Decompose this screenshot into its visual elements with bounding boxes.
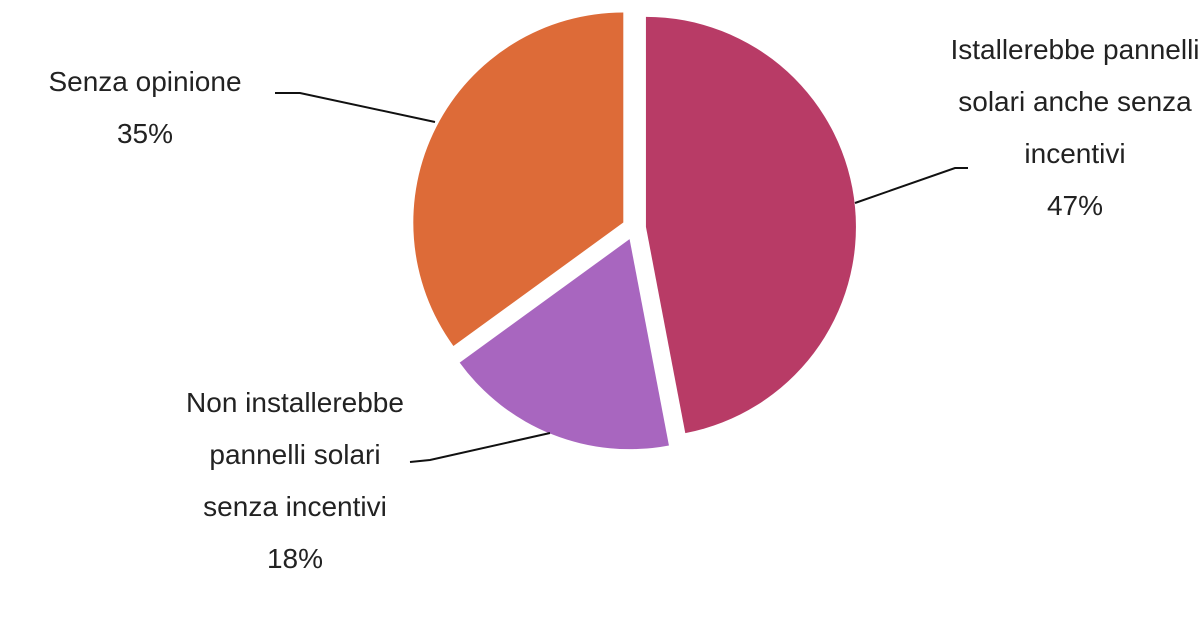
pie-slice: [459, 239, 669, 450]
leader-line: [854, 167, 968, 204]
value-label: 35%: [116, 118, 174, 149]
leader-line: [409, 432, 551, 463]
slice-label: Non installerebbe pannelli solari senza …: [175, 377, 415, 585]
pie-slice: [645, 16, 856, 434]
category-label: Senza opinione: [48, 66, 242, 97]
category-label: Istallerebbe pannelli solari anche senza…: [950, 34, 1200, 169]
pie-slice: [413, 12, 624, 346]
value-label: 18%: [266, 543, 324, 574]
leader-line: [275, 92, 436, 123]
category-label: Non installerebbe pannelli solari senza …: [186, 387, 404, 522]
slice-label: Senza opinione 35%: [5, 56, 285, 160]
value-label: 47%: [1046, 190, 1104, 221]
slice-label: Istallerebbe pannelli solari anche senza…: [945, 24, 1201, 232]
